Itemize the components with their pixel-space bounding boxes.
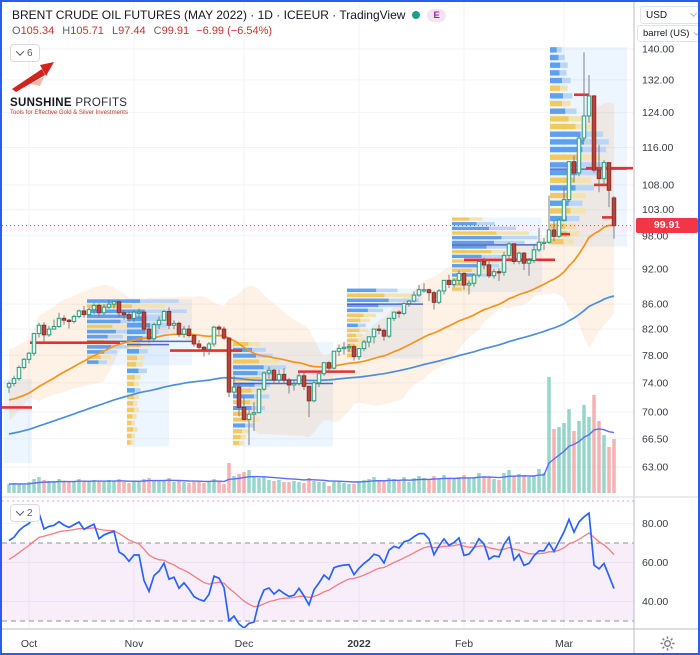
logo-tagline: Tools for Effective Gold & Silver Invest… bbox=[10, 110, 128, 116]
axis-label: 66.50 bbox=[642, 433, 668, 445]
close-label: C bbox=[153, 25, 162, 37]
high-label: H bbox=[62, 25, 71, 37]
low-value: 97.44 bbox=[118, 25, 146, 37]
last-price-badge: 99.91 bbox=[636, 218, 698, 233]
change-value: −6.99 (−6.54%) bbox=[196, 25, 273, 37]
axis-label: 108.00 bbox=[642, 179, 674, 191]
main-pane-legend-toggle[interactable]: 6 bbox=[10, 44, 40, 62]
chevron-down-icon bbox=[693, 29, 698, 35]
symbol-title: BRENT CRUDE OIL FUTURES (MAY 2022) · 1D … bbox=[12, 8, 406, 22]
unit-selector[interactable]: barrel (US) bbox=[637, 25, 698, 42]
axis-label: Dec bbox=[235, 638, 254, 650]
high-value: 105.71 bbox=[70, 25, 104, 37]
moving-averages-layer bbox=[8, 224, 615, 435]
symbol-header[interactable]: BRENT CRUDE OIL FUTURES (MAY 2022) · 1D … bbox=[12, 8, 446, 22]
close-value: 99.91 bbox=[161, 25, 190, 37]
chevron-down-icon bbox=[690, 9, 697, 17]
axis-labels: 140.00 132.00 124.00 116.00 108.00 103.00 98.0… bbox=[21, 44, 674, 650]
currency-selector[interactable]: USD bbox=[640, 6, 698, 24]
axis-label: Mar bbox=[555, 638, 574, 650]
axis-label: 140.00 bbox=[642, 44, 674, 56]
chevron-down-icon bbox=[15, 47, 25, 56]
axis-label: 103.00 bbox=[642, 204, 674, 216]
open-label: O bbox=[12, 25, 21, 37]
ohlc-readout: O105.34 H105.71 L97.44 C99.91 −6.99 (−6.… bbox=[12, 25, 272, 37]
axis-label: 80.00 bbox=[642, 518, 668, 530]
currency-label: USD bbox=[646, 9, 668, 21]
open-value: 105.34 bbox=[20, 25, 55, 37]
e-badge[interactable]: E bbox=[427, 8, 446, 22]
volume-bars-layer bbox=[7, 377, 616, 493]
axis-label: 92.00 bbox=[642, 263, 668, 275]
axis-label: 86.00 bbox=[642, 299, 668, 311]
rsi-legend-count: 2 bbox=[27, 507, 33, 519]
axis-label: 132.00 bbox=[642, 74, 674, 86]
candles-layer bbox=[6, 52, 617, 446]
axis-label: 60.00 bbox=[642, 557, 668, 569]
axis-label: 40.00 bbox=[642, 596, 668, 608]
logo-arrow-icon bbox=[12, 62, 54, 92]
rsi-pane bbox=[2, 500, 634, 628]
axis-label: 82.00 bbox=[642, 324, 668, 336]
settings-gear-icon[interactable] bbox=[660, 636, 675, 653]
market-status-dot-icon bbox=[412, 11, 421, 19]
axis-label: 124.00 bbox=[642, 107, 674, 119]
logo-name: SUNSHINE PROFITS bbox=[10, 97, 128, 109]
rsi-pane-legend-toggle[interactable]: 2 bbox=[10, 504, 40, 522]
axis-label: 78.00 bbox=[642, 350, 668, 362]
chevron-down-icon bbox=[15, 507, 25, 516]
axis-label: Feb bbox=[455, 638, 473, 650]
unit-label: barrel (US) bbox=[643, 28, 690, 39]
volatility-band bbox=[9, 102, 614, 438]
axis-label: 98.00 bbox=[642, 230, 668, 242]
axis-label: 116.00 bbox=[642, 142, 673, 154]
axis-label: Oct bbox=[21, 638, 37, 650]
axis-label: Nov bbox=[125, 638, 144, 650]
axis-label: 70.00 bbox=[642, 406, 668, 418]
main-legend-count: 6 bbox=[27, 47, 33, 59]
axis-label: 74.00 bbox=[642, 377, 668, 389]
low-label: L bbox=[111, 25, 119, 37]
axis-label: 2022 bbox=[347, 638, 371, 650]
sunshine-profits-logo: SUNSHINE PROFITS Tools for Effective Gol… bbox=[10, 62, 140, 116]
axis-label: 63.00 bbox=[642, 462, 668, 474]
